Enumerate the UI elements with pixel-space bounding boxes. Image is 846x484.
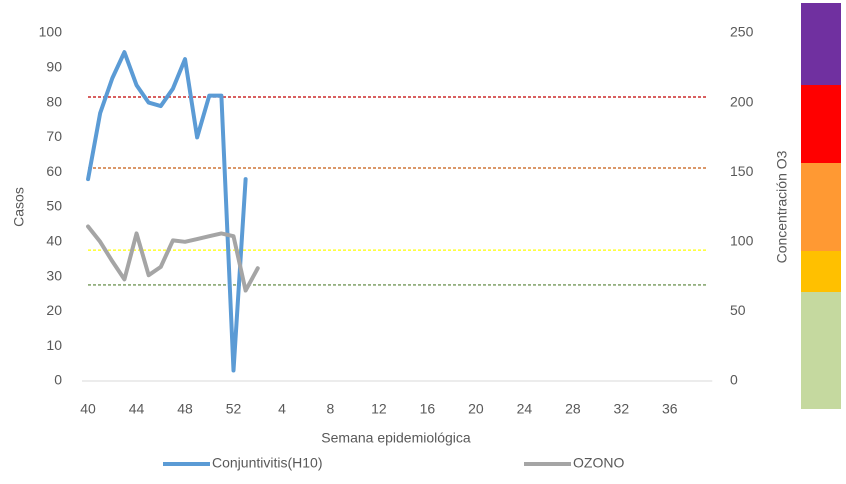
y2-tick-label: 50 xyxy=(730,302,746,318)
scale-band xyxy=(801,292,841,409)
x-tick-label: 28 xyxy=(565,401,581,417)
y2-tick-label: 0 xyxy=(730,372,738,388)
y-tick-label: 80 xyxy=(46,93,62,109)
scale-band xyxy=(801,85,841,163)
x-tick-label: 36 xyxy=(662,401,678,417)
legend-label: Conjuntivitis(H10) xyxy=(212,455,322,471)
color-scale xyxy=(801,3,841,409)
scale-band xyxy=(801,251,841,292)
x-tick-label: 32 xyxy=(614,401,630,417)
series-line xyxy=(86,224,260,293)
x-tick-label: 24 xyxy=(517,401,533,417)
y-tick-label: 70 xyxy=(46,128,62,144)
x-tick-label: 48 xyxy=(177,401,193,417)
x-tick-label: 52 xyxy=(226,401,242,417)
x-tick-label: 12 xyxy=(371,401,387,417)
y2-tick-label: 200 xyxy=(730,93,754,109)
y-tick-label: 90 xyxy=(46,59,62,75)
x-tick-label: 4 xyxy=(278,401,286,417)
y-tick-label: 10 xyxy=(46,337,62,353)
y2-tick-label: 150 xyxy=(730,163,754,179)
y2-tick-label: 250 xyxy=(730,24,754,40)
series-line xyxy=(86,50,248,373)
y2-axis-label: Concentración O3 xyxy=(774,150,790,263)
scale-band xyxy=(801,163,841,251)
y-tick-label: 40 xyxy=(46,233,62,249)
x-tick-label: 44 xyxy=(129,401,145,417)
y-tick-label: 0 xyxy=(54,372,62,388)
x-tick-label: 8 xyxy=(327,401,335,417)
y-tick-label: 50 xyxy=(46,198,62,214)
x-tick-label: 20 xyxy=(468,401,484,417)
x-tick-label: 16 xyxy=(420,401,436,417)
legend-label: OZONO xyxy=(573,455,624,471)
y2-tick-label: 100 xyxy=(730,233,754,249)
y-tick-label: 100 xyxy=(39,24,63,40)
x-tick-label: 40 xyxy=(80,401,96,417)
y-tick-label: 30 xyxy=(46,267,62,283)
x-axis-label: Semana epidemiológica xyxy=(321,430,471,446)
scale-band xyxy=(801,3,841,85)
y-tick-label: 20 xyxy=(46,302,62,318)
y-tick-label: 60 xyxy=(46,163,62,179)
y-axis-label: Casos xyxy=(11,187,27,227)
